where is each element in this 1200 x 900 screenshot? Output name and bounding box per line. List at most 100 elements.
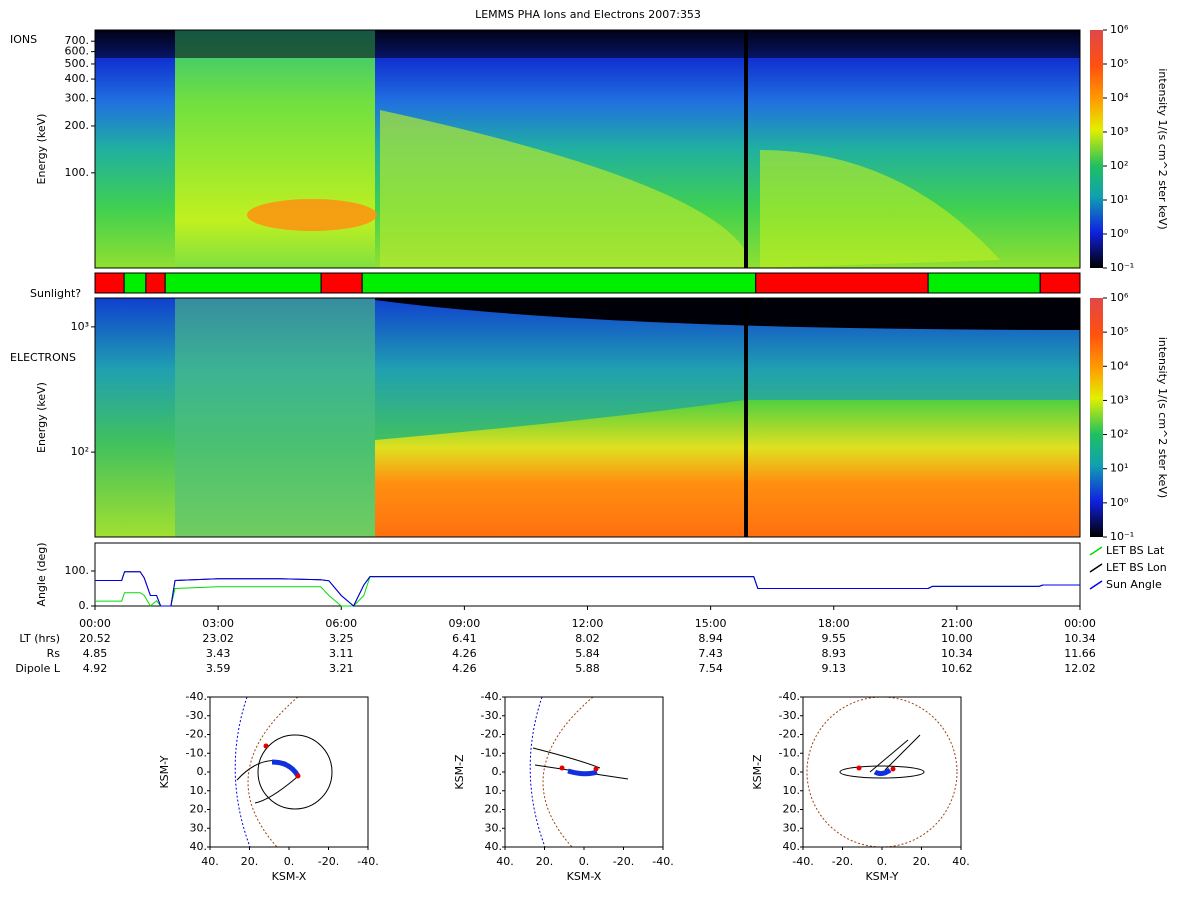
y-tick-label: 40. xyxy=(190,840,208,853)
x-axis-label: KSM-Y xyxy=(865,870,898,883)
legend-label: Sun Angle xyxy=(1106,578,1162,591)
y-tick-label: 10³ xyxy=(71,320,89,333)
colorbar-tick-label: 10⁵ xyxy=(1110,325,1128,338)
x-tick-label: 00:00 xyxy=(1064,617,1096,630)
ephemeris-value: 3.11 xyxy=(329,647,354,660)
ephemeris-value: 8.93 xyxy=(822,647,847,660)
y-tick-label: -40. xyxy=(186,690,207,703)
x-tick-label: -20. xyxy=(613,855,634,868)
legend-label: LET BS Lat xyxy=(1106,544,1165,557)
sunlight-segment xyxy=(94,272,125,294)
x-tick-label: 40. xyxy=(496,855,514,868)
ephemeris-value: 3.43 xyxy=(206,647,231,660)
y-axis-label: Energy (keV) xyxy=(35,382,48,453)
sunlight-segment xyxy=(145,272,166,294)
ephemeris-value: 10.00 xyxy=(941,632,973,645)
ephemeris-value: 7.54 xyxy=(698,662,723,675)
colorbar-tick-label: 10⁻¹ xyxy=(1110,530,1134,543)
y-tick-label: 300. xyxy=(65,92,90,105)
y-tick-label: 30. xyxy=(783,821,801,834)
x-axis-label: KSM-X xyxy=(567,870,602,883)
y-tick-label: 30. xyxy=(485,821,503,834)
sunlight-segment xyxy=(927,272,1041,294)
colorbar xyxy=(1090,298,1103,537)
legend-swatch xyxy=(1089,563,1103,573)
y-tick-label: 0. xyxy=(492,765,503,778)
y-tick-label: 700. xyxy=(65,34,90,47)
x-tick-label: 12:00 xyxy=(572,617,604,630)
y-tick-label: 500. xyxy=(65,57,90,70)
y-tick-label: -20. xyxy=(779,728,800,741)
y-tick-label: 0. xyxy=(197,765,208,778)
x-tick-label: 06:00 xyxy=(325,617,357,630)
ephemeris-value: 4.92 xyxy=(83,662,108,675)
colorbar-tick-label: 10³ xyxy=(1110,125,1128,138)
plot-frame xyxy=(94,542,1081,607)
x-tick-label: 40. xyxy=(952,855,970,868)
ephemeris-label: Dipole L xyxy=(15,662,61,675)
x-tick-label: 21:00 xyxy=(941,617,973,630)
ephemeris-value: 8.94 xyxy=(698,632,723,645)
ephemeris-value: 4.26 xyxy=(452,647,477,660)
x-tick-label: -40. xyxy=(792,855,813,868)
y-tick-label: 10. xyxy=(190,784,208,797)
y-tick-label: -40. xyxy=(481,690,502,703)
x-tick-label: 20. xyxy=(536,855,554,868)
plot-frame xyxy=(94,297,1081,538)
y-axis-label: KSM-Y xyxy=(158,755,171,788)
legend-label: LET BS Lon xyxy=(1106,561,1167,574)
colorbar-tick-label: 10⁻¹ xyxy=(1110,261,1134,274)
ephemeris-value: 3.59 xyxy=(206,662,231,675)
y-tick-label: -40. xyxy=(779,690,800,703)
sunlight-segment xyxy=(123,272,147,294)
y-tick-label: -10. xyxy=(779,746,800,759)
y-tick-label: 20. xyxy=(783,803,801,816)
ephemeris-value: 8.02 xyxy=(575,632,600,645)
ephemeris-value: 3.25 xyxy=(329,632,354,645)
colorbar xyxy=(1090,30,1103,268)
ephemeris-value: 11.66 xyxy=(1064,647,1096,660)
y-tick-label: 10² xyxy=(71,445,89,458)
y-tick-label: 400. xyxy=(65,72,90,85)
x-tick-label: 0. xyxy=(579,855,590,868)
x-tick-label: 03:00 xyxy=(202,617,234,630)
ephemeris-label: Rs xyxy=(47,647,61,660)
y-tick-label: -30. xyxy=(186,709,207,722)
ephemeris-value: 12.02 xyxy=(1064,662,1096,675)
orbit-decor xyxy=(234,696,958,848)
y-tick-label: 40. xyxy=(783,840,801,853)
sunlight-segment xyxy=(755,272,929,294)
x-tick-label: -20. xyxy=(832,855,853,868)
colorbar-tick-label: 10⁰ xyxy=(1110,496,1129,509)
y-tick-label: 40. xyxy=(485,840,503,853)
panel-label: Sunlight? xyxy=(30,287,81,300)
x-tick-label: -40. xyxy=(357,855,378,868)
x-tick-label: 0. xyxy=(284,855,295,868)
y-tick-label: 200. xyxy=(65,119,90,132)
y-axis-label: Energy (keV) xyxy=(35,114,48,185)
x-axis-label: KSM-X xyxy=(272,870,307,883)
ephemeris-value: 10.62 xyxy=(941,662,973,675)
y-axis-label: KSM-Z xyxy=(453,754,466,790)
panel-label: ELECTRONS xyxy=(10,351,76,364)
electron-spectrogram xyxy=(95,298,1080,537)
colorbar-label: intensity 1/(s cm^2 ster keV) xyxy=(1156,68,1169,229)
y-tick-label: -20. xyxy=(186,728,207,741)
y-tick-label: 100. xyxy=(65,166,90,179)
ephemeris-label: LT (hrs) xyxy=(19,632,60,645)
colorbar-tick-label: 10³ xyxy=(1110,393,1128,406)
ephemeris-value: 5.84 xyxy=(575,647,600,660)
x-tick-label: -20. xyxy=(318,855,339,868)
y-axis-label: Angle (deg) xyxy=(35,542,48,606)
y-tick-label: -30. xyxy=(481,709,502,722)
y-tick-label: 0. xyxy=(79,599,90,612)
panel-label: IONS xyxy=(10,33,37,46)
y-tick-label: 10. xyxy=(783,784,801,797)
sunlight-segment xyxy=(361,272,757,294)
y-tick-label: 30. xyxy=(190,821,208,834)
x-tick-label: -40. xyxy=(652,855,673,868)
ephemeris-value: 23.02 xyxy=(202,632,234,645)
y-tick-label: 20. xyxy=(485,803,503,816)
